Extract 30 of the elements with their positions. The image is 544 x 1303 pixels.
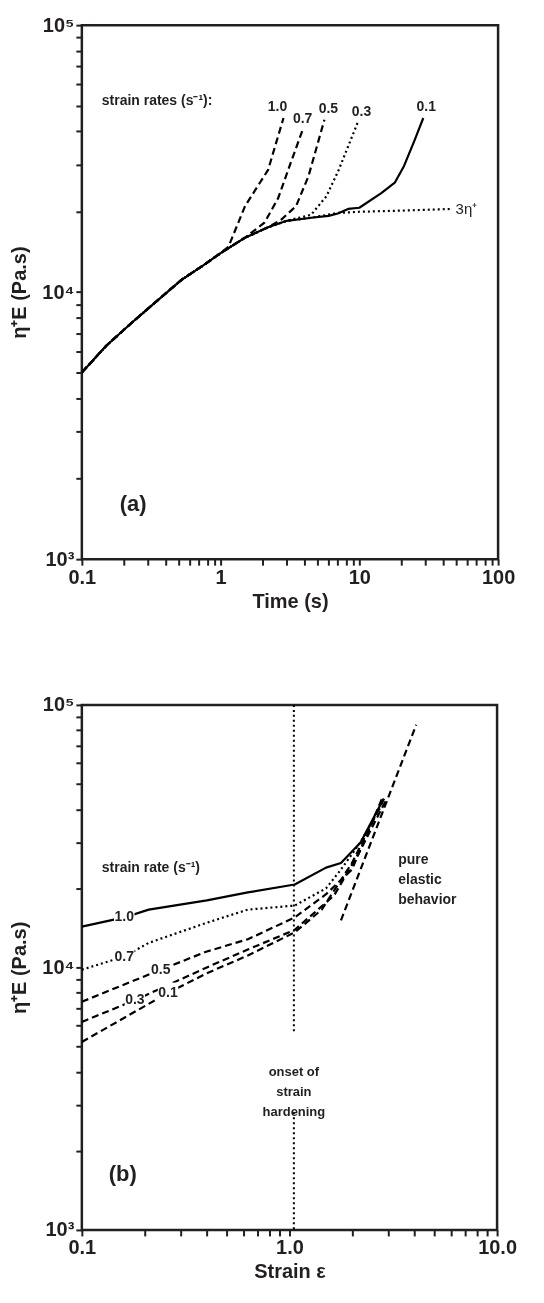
annotation: (b): [108, 1161, 137, 1187]
series-label: 0.3: [351, 103, 372, 120]
series-label: 0.7: [114, 947, 135, 964]
y-tick-label: 10⁴: [42, 955, 75, 978]
annotation: strain rate (s⁻¹): [101, 858, 200, 875]
series-label: 0.3: [125, 991, 145, 1008]
series-label: 0.5: [151, 960, 171, 977]
y-tick-label: 10⁵: [42, 13, 75, 36]
series-label: 0.5: [318, 99, 339, 116]
x-tick-label: 10.0: [478, 1236, 518, 1259]
x-tick-label: 1: [215, 565, 227, 588]
series-label: 0.1: [416, 98, 437, 115]
x-axis-title: Time (s): [252, 589, 329, 612]
series-label: 1.0: [114, 908, 135, 925]
x-tick-label: 1.0: [276, 1236, 304, 1259]
y-tick-label: 10⁵: [42, 693, 75, 716]
y-tick-label: 10⁴: [42, 280, 75, 303]
annotation: (a): [119, 491, 147, 517]
annotation: strain rates (s⁻¹):: [101, 91, 213, 108]
x-tick-label: 10: [348, 565, 371, 588]
x-axis-title: Strain ε: [254, 1260, 327, 1283]
series-label: 0.1: [158, 983, 178, 1000]
annotation: pure elastic behavior: [398, 850, 458, 907]
y-axis-title: η⁺E (Pa.s): [8, 246, 31, 339]
y-axis-title: η⁺E (Pa.s): [8, 921, 31, 1015]
series-label: 0.7: [292, 109, 313, 126]
x-tick-label: 100: [481, 565, 516, 588]
series-label: 1.0: [267, 98, 288, 115]
series-label: 3η⁺: [455, 199, 478, 217]
ref-line-label: onset of strain hardening: [262, 1064, 326, 1120]
